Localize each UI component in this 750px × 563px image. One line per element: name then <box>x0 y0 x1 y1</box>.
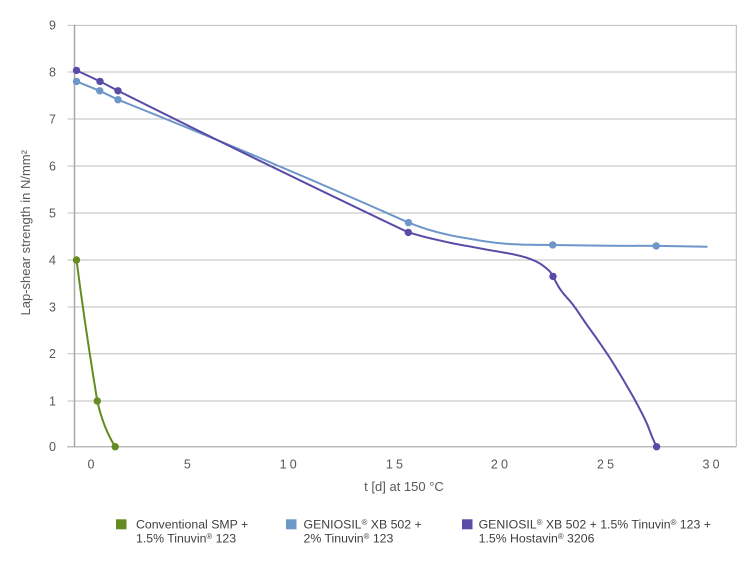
svg-text:GENIOSIL®​ XB 502 + 1.5% Tinuv: GENIOSIL®​ XB 502 + 1.5% Tinuvin®​ 123 + <box>479 518 711 532</box>
svg-text:5: 5 <box>49 206 56 220</box>
svg-text:25: 25 <box>597 458 617 472</box>
svg-text:9: 9 <box>49 19 56 33</box>
svg-text:2% Tinuvin®​ 123: 2% Tinuvin®​ 123 <box>304 532 394 546</box>
svg-text:8: 8 <box>49 65 56 79</box>
svg-text:20: 20 <box>491 458 511 472</box>
svg-text:6: 6 <box>49 159 56 173</box>
svg-text:Conventional SMP +: Conventional SMP + <box>136 518 248 532</box>
svg-text:4: 4 <box>49 253 56 267</box>
svg-text:0: 0 <box>49 440 56 454</box>
svg-text:30: 30 <box>702 458 722 472</box>
svg-text:GENIOSIL®​ XB 502 +: GENIOSIL®​ XB 502 + <box>304 518 422 532</box>
svg-text:15: 15 <box>386 458 406 472</box>
svg-text:1.5% Tinuvin®​ 123: 1.5% Tinuvin®​ 123 <box>136 532 236 546</box>
svg-text:10: 10 <box>280 458 300 472</box>
svg-text:1.5% Hostavin®​ 3206: 1.5% Hostavin®​ 3206 <box>479 532 595 546</box>
svg-text:3: 3 <box>49 300 56 314</box>
svg-text:t [d] at 150 °C: t [d] at 150 °C <box>364 479 444 494</box>
svg-text:5: 5 <box>184 458 191 472</box>
svg-text:7: 7 <box>49 112 56 126</box>
svg-text:Lap-shear strength in N/mm²: Lap-shear strength in N/mm² <box>18 149 33 315</box>
svg-text:0: 0 <box>88 458 95 472</box>
svg-text:1: 1 <box>49 394 56 408</box>
svg-text:2: 2 <box>49 347 56 361</box>
